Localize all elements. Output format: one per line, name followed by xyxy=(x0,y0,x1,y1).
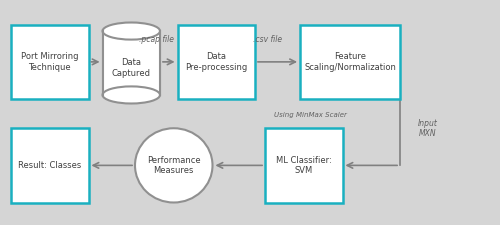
Text: ML Classifier:
SVM: ML Classifier: SVM xyxy=(276,156,332,175)
FancyBboxPatch shape xyxy=(11,128,88,202)
Bar xyxy=(102,31,160,95)
Text: .pcap file: .pcap file xyxy=(139,35,174,44)
FancyBboxPatch shape xyxy=(265,128,342,202)
Text: Using MinMax Scaler: Using MinMax Scaler xyxy=(274,112,346,118)
Text: Performance
Measures: Performance Measures xyxy=(147,156,201,175)
Text: Input
MXN: Input MXN xyxy=(418,119,438,138)
Text: Result: Classes: Result: Classes xyxy=(18,161,82,170)
FancyBboxPatch shape xyxy=(300,25,400,99)
Text: Data
Pre-processing: Data Pre-processing xyxy=(185,52,248,72)
Ellipse shape xyxy=(102,22,160,40)
Ellipse shape xyxy=(102,86,160,104)
Text: Data
Captured: Data Captured xyxy=(112,58,151,78)
Text: .csv file: .csv file xyxy=(254,35,282,44)
FancyBboxPatch shape xyxy=(11,25,88,99)
Text: Feature
Scaling/Normalization: Feature Scaling/Normalization xyxy=(304,52,396,72)
FancyBboxPatch shape xyxy=(178,25,255,99)
Ellipse shape xyxy=(135,128,212,202)
Text: Port Mirroring
Technique: Port Mirroring Technique xyxy=(21,52,78,72)
